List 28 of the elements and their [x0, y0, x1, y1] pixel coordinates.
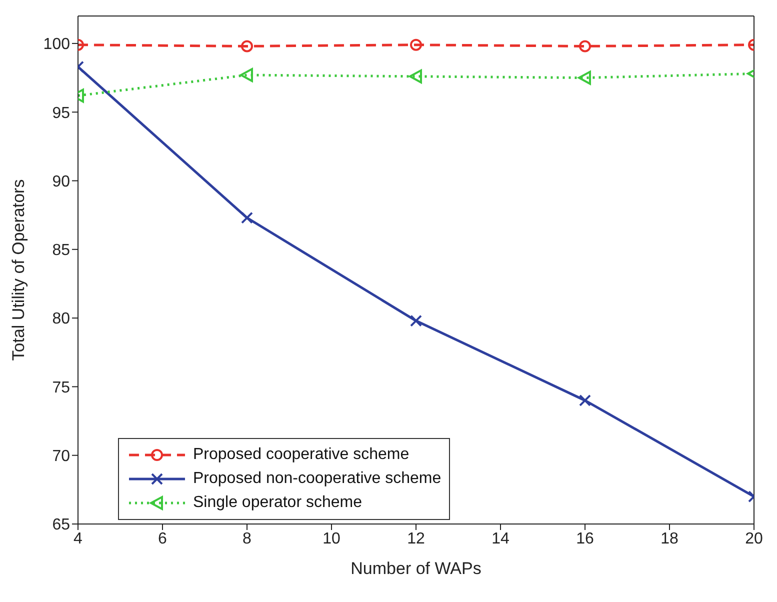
y-tick-label: 80: [52, 310, 70, 328]
legend-label: Proposed non-cooperative scheme: [193, 469, 442, 489]
y-tick-label: 95: [52, 104, 70, 122]
x-tick-label: 18: [660, 530, 678, 548]
y-tick-label: 90: [52, 173, 70, 190]
point: [410, 314, 422, 327]
y-tick-label: 65: [52, 516, 70, 534]
y-tick-label: 70: [52, 448, 70, 466]
x-tick-label: 10: [322, 530, 340, 548]
legend-label: Proposed cooperative scheme: [193, 445, 410, 465]
x-tick-label: 16: [576, 530, 594, 548]
point: [578, 70, 591, 85]
x-tick-label: 14: [492, 530, 510, 548]
x-tick-label: 12: [407, 530, 425, 548]
x-tick-label: 8: [242, 530, 252, 548]
y-axis-title: Total Utility of Operators: [9, 179, 28, 361]
x-axis-title: Number of WAPs: [350, 559, 482, 578]
y-tick-label: 85: [52, 242, 70, 260]
point: [409, 69, 422, 84]
point: [241, 212, 253, 224]
y-tick-label: 75: [52, 379, 70, 396]
x-tick-label: 6: [158, 530, 168, 548]
x-tick-label: 20: [745, 530, 763, 548]
point: [410, 38, 422, 51]
legend-label: Single operator scheme: [193, 493, 362, 513]
x-tick-label: 4: [74, 530, 83, 548]
point: [241, 40, 253, 52]
y-tick-label: 100: [43, 36, 70, 54]
